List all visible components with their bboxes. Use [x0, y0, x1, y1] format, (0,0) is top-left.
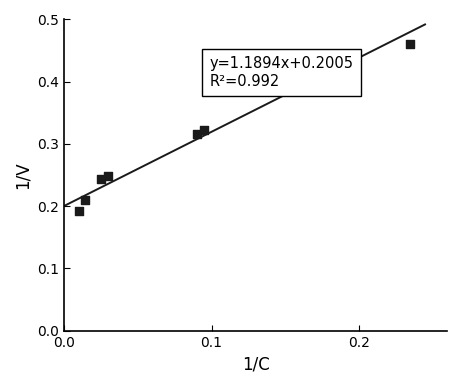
- Point: [75, 207, 83, 214]
- Point: [81, 197, 89, 203]
- Point: [97, 176, 105, 183]
- Point: [407, 41, 414, 47]
- Text: y=1.1894x+0.2005
R²=0.992: y=1.1894x+0.2005 R²=0.992: [210, 56, 354, 89]
- Point: [105, 173, 112, 180]
- Point: [201, 127, 208, 133]
- Y-axis label: 1/V: 1/V: [14, 161, 32, 189]
- X-axis label: 1/C: 1/C: [242, 355, 270, 373]
- Point: [193, 131, 201, 137]
